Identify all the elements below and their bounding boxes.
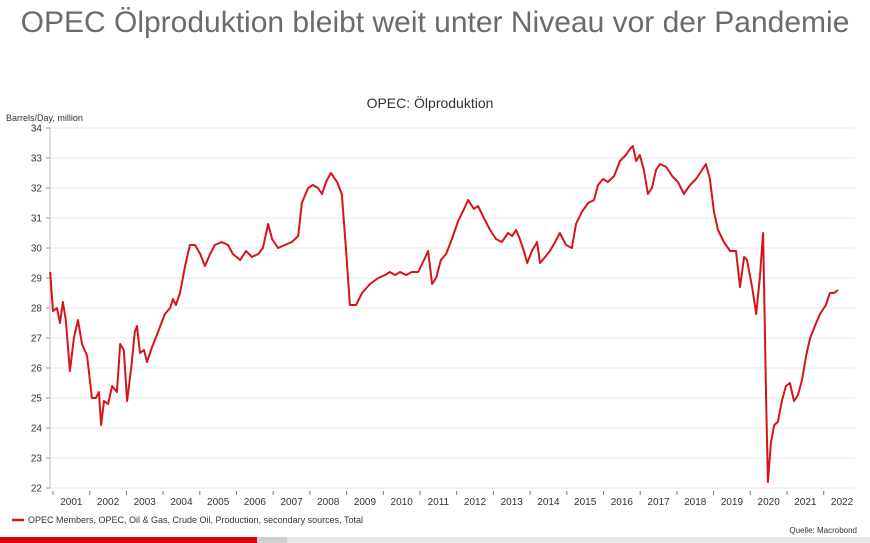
x-tick-label: 2011: [428, 497, 450, 508]
x-tick-label: 2017: [647, 497, 670, 508]
y-tick-label: 22: [31, 484, 43, 495]
x-tick-label: 2014: [537, 497, 560, 508]
x-tick-label: 2022: [831, 497, 854, 508]
x-axis: 2001 2002 2003 2004 2005 2006 2007 2008 2009 2010…: [52, 491, 854, 508]
x-tick-label: 2012: [464, 497, 487, 508]
x-tick-label: 2001: [60, 497, 83, 508]
x-tick-label: 2006: [244, 497, 267, 508]
y-tick-label: 30: [31, 244, 43, 255]
y-tick-label: 28: [31, 304, 43, 315]
y-tick-label: 23: [31, 454, 43, 465]
progress-played: [0, 537, 257, 543]
y-tick-label: 26: [31, 364, 43, 375]
y-tick-label: 24: [31, 424, 43, 435]
grid: [50, 127, 855, 489]
y-tick-label: 31: [31, 214, 43, 225]
y-tick-label: 34: [31, 124, 43, 135]
video-progress-bar[interactable]: [0, 537, 870, 543]
x-tick-label: 2003: [134, 497, 157, 508]
x-tick-label: 2007: [280, 497, 303, 508]
x-tick-label: 2018: [684, 497, 707, 508]
x-tick-label: 2016: [611, 497, 634, 508]
series-line-opec-production: [49, 145, 839, 483]
headline: OPEC Ölproduktion bleibt weit unter Nive…: [20, 6, 850, 39]
x-tick-label: 2002: [97, 497, 120, 508]
chart-title: OPEC: Ölproduktion: [367, 94, 494, 111]
legend-label: OPEC Members, OPEC, Oil & Gas, Crude Oil…: [28, 515, 363, 525]
y-axis: 22 23 24 25 26 27 28 29 30 31 32 33 34: [31, 124, 50, 495]
x-tick-label: 2020: [758, 497, 781, 508]
y-axis-label: Barrels/Day, million: [6, 113, 83, 123]
x-tick-label: 2015: [574, 497, 597, 508]
x-tick-label: 2019: [721, 497, 744, 508]
x-tick-label: 2008: [317, 497, 340, 508]
x-tick-label: 2021: [794, 497, 817, 508]
y-tick-label: 29: [31, 274, 43, 285]
x-tick-label: 2013: [501, 497, 524, 508]
source-note: Quelle: Macrobond: [789, 526, 857, 535]
y-tick-label: 25: [31, 394, 43, 405]
x-tick-label: 2005: [207, 497, 230, 508]
x-tick-label: 2010: [391, 497, 414, 508]
y-tick-label: 33: [31, 154, 43, 165]
x-tick-label: 2009: [354, 497, 377, 508]
y-tick-label: 32: [31, 184, 43, 195]
y-tick-label: 27: [31, 334, 43, 345]
x-tick-label: 2004: [170, 497, 193, 508]
